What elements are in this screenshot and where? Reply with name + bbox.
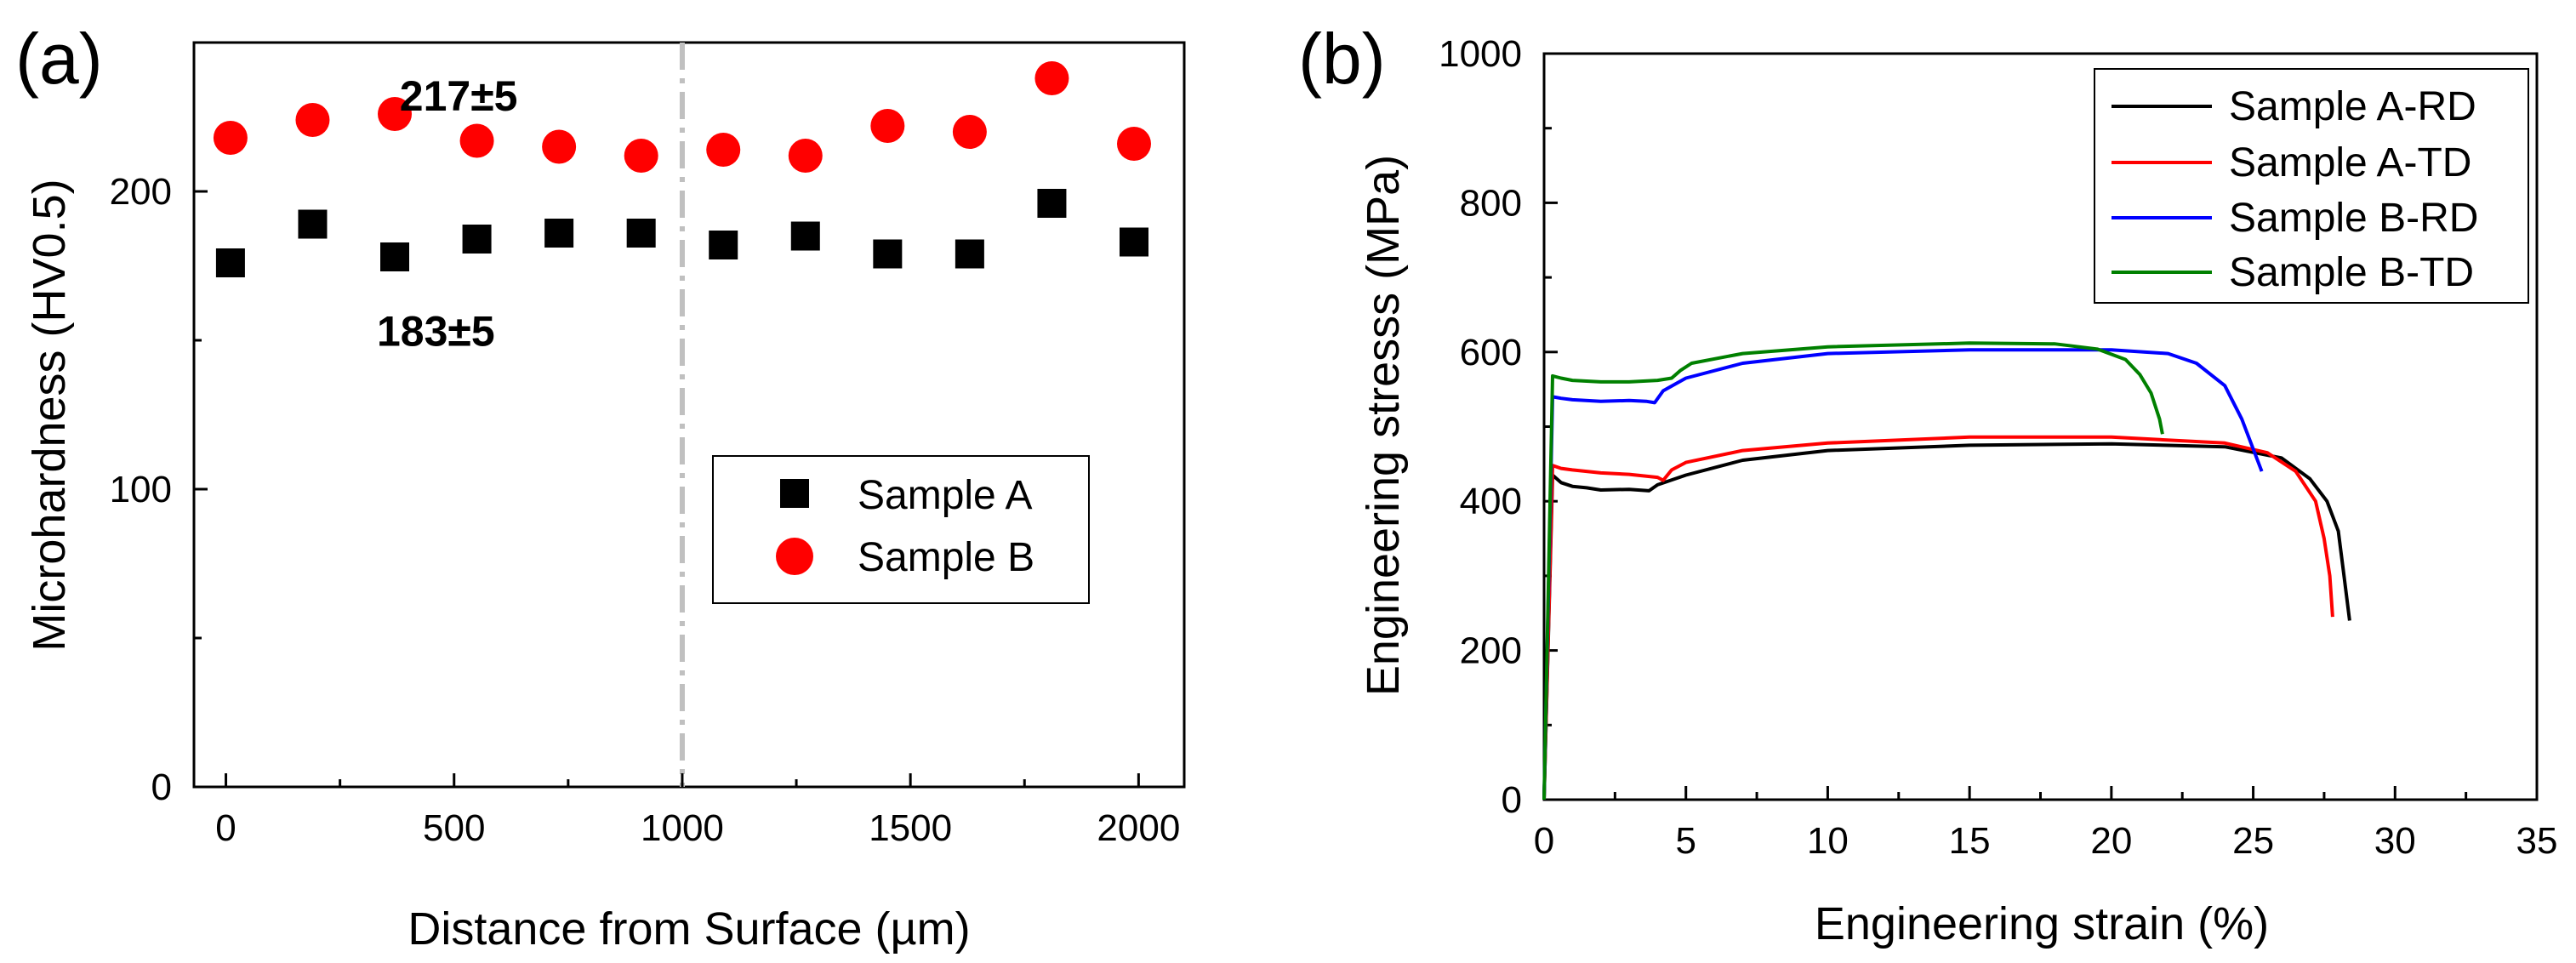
- panel-b-x-tick-label: 30: [2374, 820, 2416, 862]
- legend-label-sample-a-td: Sample A-TD: [2229, 140, 2471, 185]
- curve-sample-a-rd: [1542, 442, 2351, 801]
- point-sample-b: [1034, 61, 1069, 95]
- panel-b-y-tick-label: 0: [1502, 779, 1522, 821]
- panel-a-x-tick-label: 0: [215, 807, 236, 849]
- panel-b-label: (b): [1298, 19, 1386, 99]
- panel-b-x-tick-label: 0: [1534, 820, 1554, 862]
- point-sample-a: [709, 231, 738, 259]
- legend-marker-sample-a: [780, 479, 809, 508]
- panel-b-x-axis-title: Engineering strain (%): [1815, 898, 2269, 949]
- panel-a-y-tick-label: 0: [151, 766, 172, 808]
- legend-marker-sample-b: [776, 538, 813, 575]
- point-sample-a: [626, 219, 656, 248]
- panel-a-y-tick-label: 100: [110, 469, 172, 510]
- annotation-sample-b-mean: 217±5: [400, 72, 518, 120]
- panel-a-ticks: 0 500 1000 1500 2000 0 100 200: [110, 41, 1180, 849]
- curve-sample-a-td: [1542, 435, 2334, 801]
- point-sample-b: [706, 133, 741, 167]
- panel-b-legend: Sample A-RD Sample A-TD Sample B-RD Samp…: [2094, 68, 2529, 304]
- panel-a-data-points: [213, 61, 1151, 277]
- panel-b-y-tick-label: 800: [1460, 182, 1522, 224]
- panel-a-label: (a): [15, 19, 103, 99]
- panel-b-y-tick-label: 200: [1460, 630, 1522, 672]
- panel-a-x-tick-label: 1500: [869, 807, 952, 849]
- point-sample-a: [1119, 227, 1148, 257]
- annotation-sample-a-mean: 183±5: [377, 308, 495, 356]
- point-sample-b: [542, 129, 577, 164]
- point-sample-a: [790, 221, 820, 251]
- point-sample-b: [459, 123, 494, 158]
- point-sample-b: [378, 97, 413, 131]
- point-sample-b: [624, 139, 658, 173]
- panel-b-curves: [1542, 341, 2351, 801]
- panel-b-y-axis-title: Engineering stresss (MPa): [1358, 155, 1409, 696]
- panel-b-x-tick-label: 15: [1949, 820, 1991, 862]
- point-sample-a: [462, 225, 492, 254]
- chart-panel-b: (b) 0 5 10 15 20 25 30 35 0 200 400 600 800 1000 Engi…: [1298, 19, 2557, 949]
- panel-b-x-tick-label: 20: [2090, 820, 2132, 862]
- panel-b-y-tick-label: 400: [1460, 481, 1522, 522]
- panel-b-x-tick-label: 25: [2232, 820, 2274, 862]
- legend-label-sample-a-rd: Sample A-RD: [2229, 84, 2476, 129]
- panel-a-x-tick-label: 1000: [641, 807, 724, 849]
- panel-a-x-tick-label: 500: [423, 807, 485, 849]
- panel-b-x-tick-label: 10: [1807, 820, 1849, 862]
- panel-a-y-axis-title: Microhardness (HV0.5): [24, 179, 75, 651]
- point-sample-a: [955, 239, 984, 269]
- point-sample-b: [952, 115, 987, 149]
- legend-label-sample-b-td: Sample B-TD: [2229, 250, 2474, 295]
- panel-a-y-tick-label: 200: [110, 171, 172, 213]
- point-sample-a: [298, 209, 328, 239]
- point-sample-b: [870, 109, 905, 143]
- panel-b-y-tick-label: 600: [1460, 332, 1522, 373]
- panel-b-y-tick-label: 1000: [1439, 33, 1522, 75]
- curve-sample-b-td: [1542, 341, 2164, 801]
- panel-a-x-axis-title: Distance from Surface (µm): [407, 903, 970, 954]
- point-sample-b: [788, 139, 823, 173]
- panel-a-plot-frame: [192, 41, 1186, 789]
- point-sample-b: [213, 121, 248, 155]
- panel-a-legend-box: [712, 455, 1090, 604]
- curve-sample-b-rd: [1542, 348, 2264, 801]
- point-sample-b: [1116, 127, 1151, 161]
- panel-b-x-tick-label: 5: [1675, 820, 1695, 862]
- point-sample-a: [873, 239, 903, 269]
- legend-label-sample-b-rd: Sample B-RD: [2229, 196, 2478, 241]
- point-sample-b: [295, 103, 330, 137]
- point-sample-a: [380, 242, 410, 271]
- panel-a-x-tick-label: 2000: [1097, 807, 1180, 849]
- panel-b-x-tick-label: 35: [2516, 820, 2558, 862]
- point-sample-a: [544, 219, 574, 248]
- legend-label-sample-a: Sample A: [858, 473, 1032, 518]
- panel-b-ticks: 0 5 10 15 20 25 30 35 0 200 400 600 800 1000: [1439, 33, 2557, 862]
- panel-a-legend: Sample A Sample B: [712, 455, 1090, 604]
- point-sample-a: [215, 248, 245, 277]
- point-sample-a: [1037, 189, 1067, 218]
- legend-label-sample-b: Sample B: [858, 535, 1034, 580]
